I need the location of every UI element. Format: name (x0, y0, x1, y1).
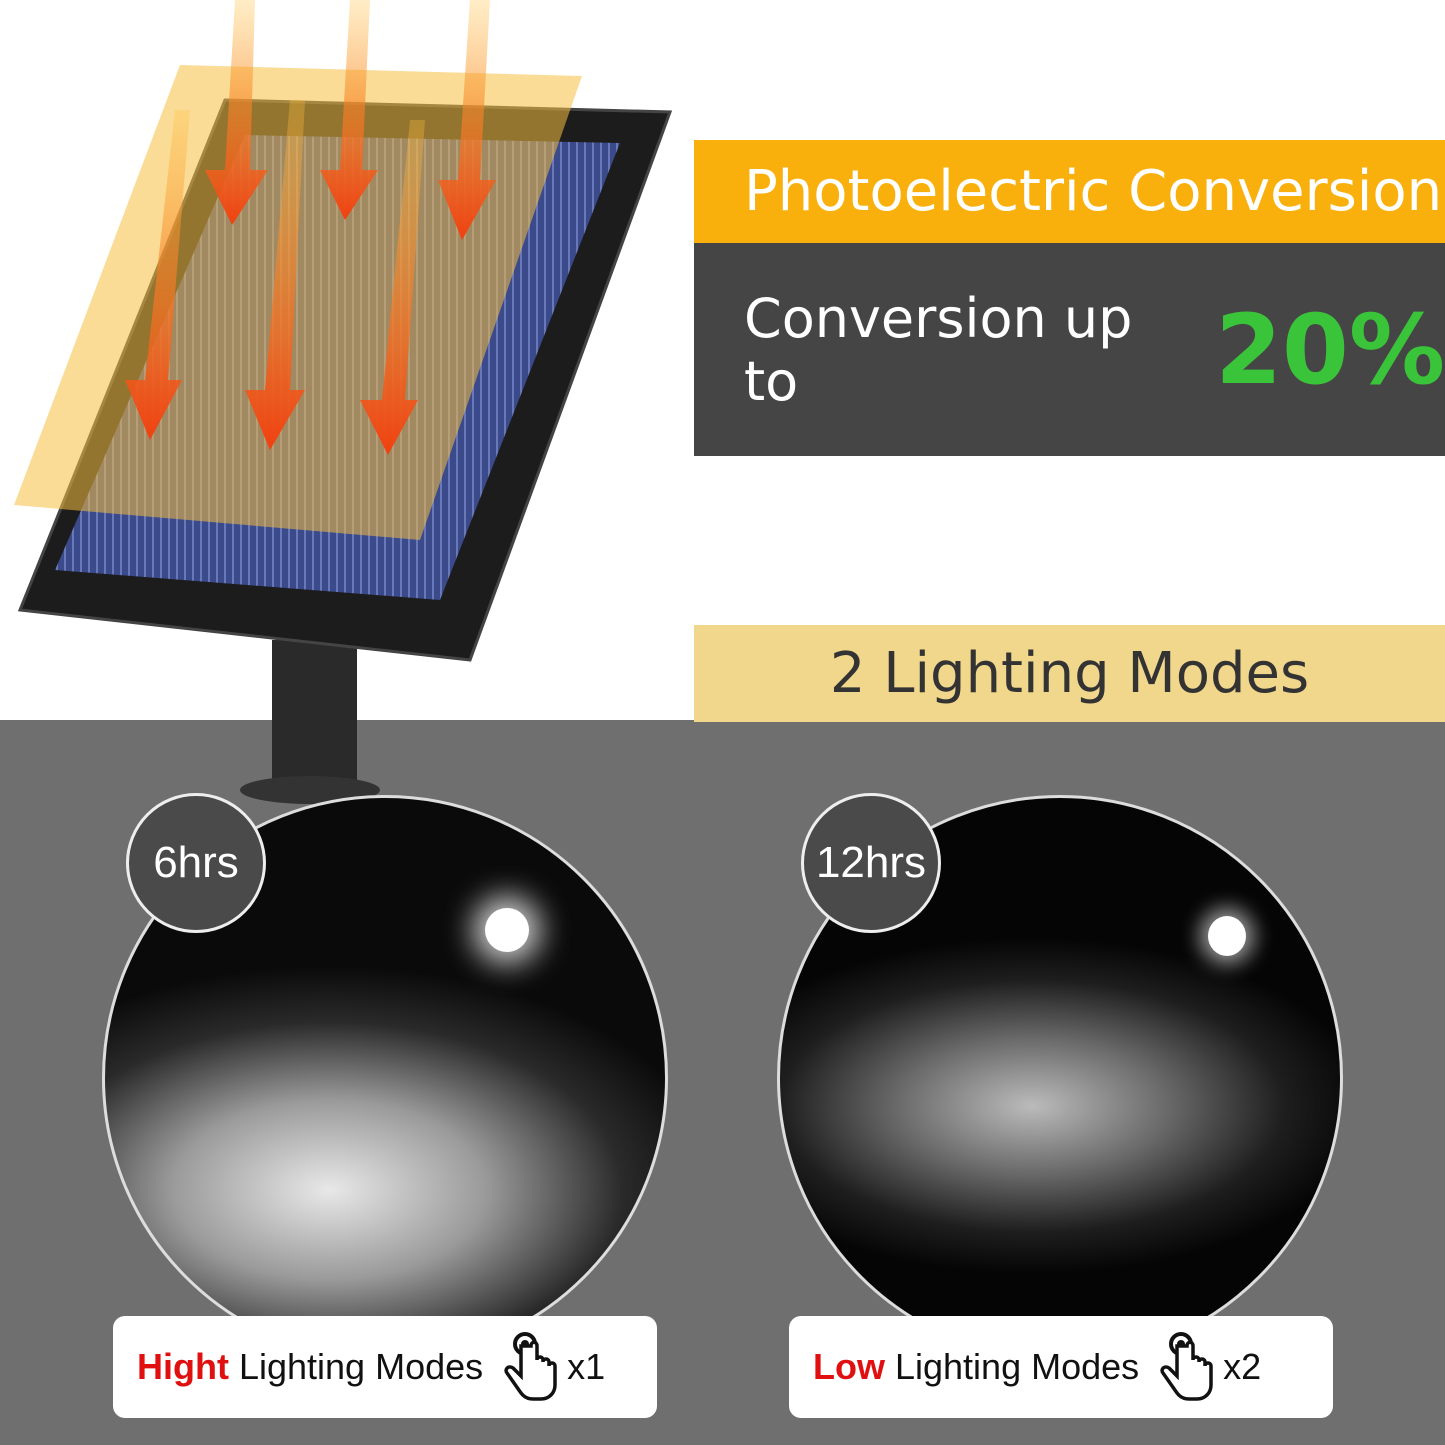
duration-badge: 6hrs (126, 793, 266, 933)
photoelectric-title: Photoelectric Conversion (744, 159, 1443, 224)
photoelectric-title-banner: Photoelectric Conversion (694, 140, 1445, 243)
solar-panel-illustration (14, 0, 673, 804)
duration-badge: 12hrs (801, 793, 941, 933)
lighting-modes-title: 2 Lighting Modes (829, 641, 1310, 706)
low-mode-label: Low Lighting Modes x2 (789, 1316, 1333, 1418)
lamp-light (1208, 916, 1246, 956)
press-count: x1 (567, 1346, 606, 1387)
press-count: x2 (1223, 1346, 1262, 1387)
mode-emphasis: Hight (137, 1346, 229, 1387)
conversion-banner: Conversion up to 20% (694, 243, 1445, 456)
lighting-modes-banner: 2 Lighting Modes (694, 625, 1445, 722)
mode-emphasis: Low (813, 1346, 885, 1387)
sunlight-arrows (125, 0, 496, 455)
panel-stake (272, 640, 357, 790)
conversion-text: Conversion up to (744, 286, 1133, 413)
lamp-light (485, 908, 529, 952)
mode-label: Lighting Modes (238, 1346, 484, 1387)
hand-tap-icon (504, 1332, 557, 1401)
mode-label: Lighting Modes (894, 1346, 1140, 1387)
hand-tap-icon (1160, 1332, 1213, 1401)
conversion-percentage: 20% (1215, 293, 1445, 406)
duration-text: 6hrs (153, 838, 239, 887)
duration-text: 12hrs (815, 838, 927, 887)
high-mode-label: Hight Lighting Modes x1 (113, 1316, 657, 1418)
